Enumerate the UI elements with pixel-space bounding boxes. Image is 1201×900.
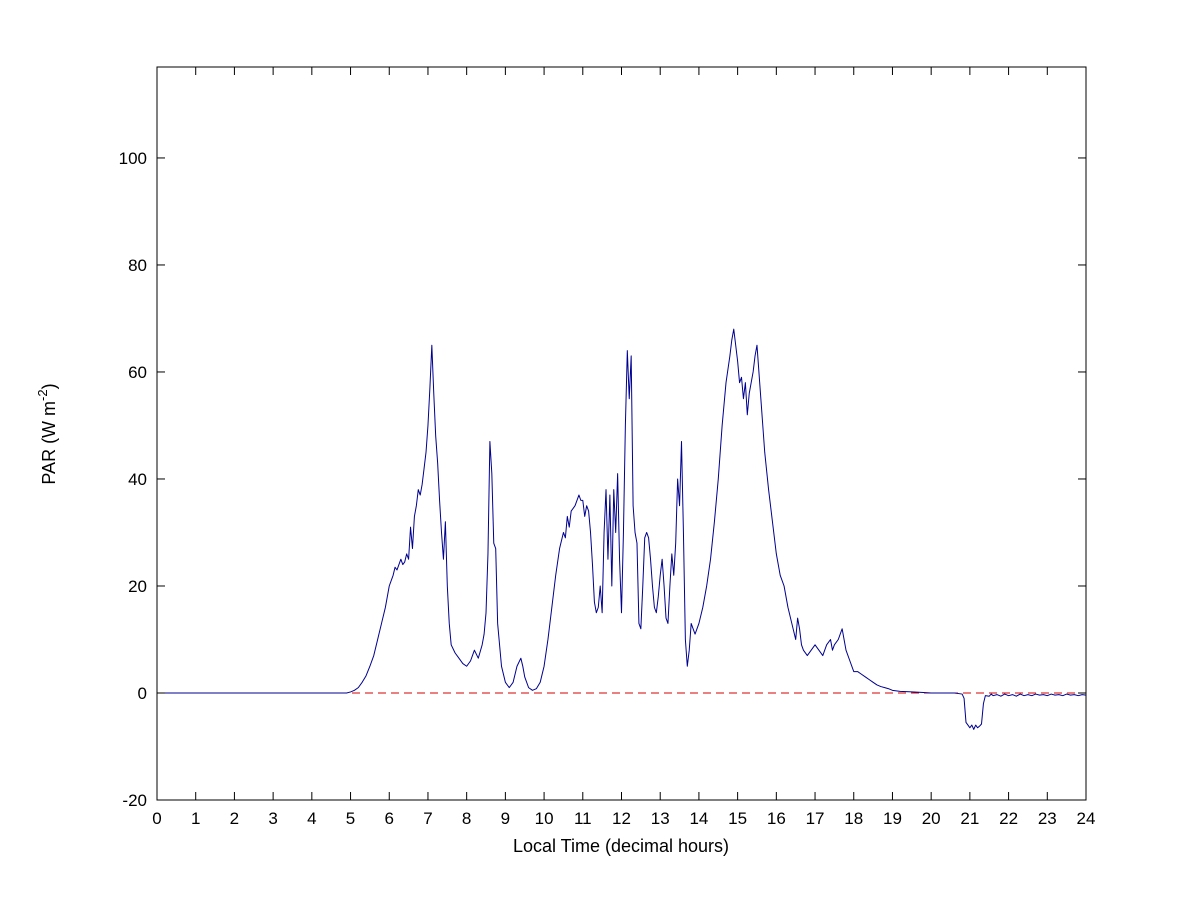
x-tick-label: 1: [191, 809, 200, 828]
x-tick-label: 5: [346, 809, 355, 828]
x-tick-label: 14: [689, 809, 708, 828]
x-tick-label: 15: [728, 809, 747, 828]
x-axis-label: Local Time (decimal hours): [513, 836, 729, 856]
y-tick-label: -20: [122, 791, 147, 810]
x-tick-label: 7: [423, 809, 432, 828]
x-tick-label: 18: [844, 809, 863, 828]
y-tick-label: 40: [128, 470, 147, 489]
y-tick-label: 20: [128, 577, 147, 596]
y-tick-label: 100: [119, 149, 147, 168]
x-tick-label: 21: [960, 809, 979, 828]
x-tick-label: 17: [806, 809, 825, 828]
x-tick-label: 9: [501, 809, 510, 828]
par-series-line: [157, 328, 1087, 730]
x-tick-label: 11: [574, 809, 592, 828]
x-tick-label: 0: [152, 809, 161, 828]
chart-layers: 0 1 2 3 4 5 6 7 8 9 10 11 12 13 14 15 16 17 18 19 20 21 22 23 24…: [119, 66, 1096, 828]
x-tick-label: 22: [999, 809, 1018, 828]
y-axis-label: PAR (W m-2): [35, 383, 59, 484]
x-tick-label: 6: [385, 809, 394, 828]
x-tick-label: 19: [883, 809, 902, 828]
x-tick-label: 2: [230, 809, 239, 828]
x-tick-label: 12: [612, 809, 631, 828]
x-tick-label: 24: [1077, 809, 1096, 828]
x-tick-label: 20: [922, 809, 941, 828]
y-tick-label: 0: [138, 684, 147, 703]
x-tick-label: 8: [462, 809, 471, 828]
y-tick-label: 60: [128, 363, 147, 382]
x-tick-label: 10: [535, 809, 554, 828]
axes-box: [156, 66, 1087, 801]
x-tick-label: 3: [268, 809, 277, 828]
y-tick-label: 80: [128, 256, 147, 275]
x-tick-label: 16: [767, 809, 786, 828]
x-tick-label: 23: [1038, 809, 1057, 828]
x-tick-label: 4: [307, 809, 316, 828]
x-tick-label: 13: [651, 809, 670, 828]
